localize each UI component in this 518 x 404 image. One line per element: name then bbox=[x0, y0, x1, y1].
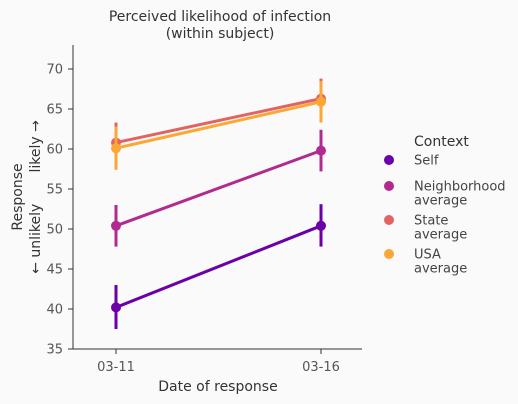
legend-label: average bbox=[414, 262, 467, 277]
legend: Context SelfNeighborhoodaverageStateaver… bbox=[384, 134, 506, 277]
series-line bbox=[115, 149, 322, 228]
y-tick-label: 65 bbox=[46, 103, 63, 118]
series-state-average bbox=[111, 78, 326, 163]
series-line bbox=[115, 97, 322, 145]
y-axis-label-line-1: Response bbox=[10, 163, 26, 230]
legend-title: Context bbox=[414, 134, 469, 150]
y-ticks: 35 40 45 50 55 60 65 70 bbox=[46, 63, 73, 358]
series-layer bbox=[111, 78, 326, 329]
axes bbox=[72, 45, 362, 350]
data-point bbox=[316, 220, 326, 231]
y-tick-label: 45 bbox=[46, 263, 63, 278]
y-tick-label: 60 bbox=[46, 143, 63, 158]
series-line bbox=[115, 224, 322, 309]
legend-label: Self bbox=[414, 154, 439, 169]
data-point bbox=[111, 220, 121, 231]
series-usa-average bbox=[111, 81, 326, 170]
data-point bbox=[111, 302, 121, 313]
x-tick-label: 03-16 bbox=[302, 360, 340, 375]
legend-entry: Self bbox=[384, 154, 439, 169]
legend-marker bbox=[384, 155, 394, 165]
x-axis-label: Date of response bbox=[158, 379, 277, 395]
data-point bbox=[111, 143, 121, 154]
y-tick-label: 70 bbox=[46, 63, 63, 78]
y-tick-label: 50 bbox=[46, 223, 63, 238]
legend-label: State bbox=[414, 214, 448, 229]
y-tick-label: 40 bbox=[46, 303, 63, 318]
legend-label: Neighborhood bbox=[414, 180, 506, 195]
legend-label: average bbox=[414, 194, 467, 209]
data-point bbox=[316, 145, 326, 156]
series-line bbox=[115, 100, 322, 150]
y-axis-label-line-2: ← unlikely likely → bbox=[28, 120, 44, 274]
legend-marker bbox=[384, 249, 394, 259]
y-axis-label: Response ← unlikely likely → bbox=[10, 120, 44, 274]
chart-title: Perceived likelihood of infection (withi… bbox=[109, 9, 331, 42]
legend-marker bbox=[384, 181, 394, 191]
series-neighborhood-average bbox=[111, 129, 326, 247]
legend-marker bbox=[384, 215, 394, 225]
series-self bbox=[111, 204, 326, 329]
legend-label: average bbox=[414, 228, 467, 243]
chart-title-line-2: (within subject) bbox=[166, 26, 275, 42]
x-ticks: 03-11 03-16 bbox=[97, 349, 340, 375]
y-tick-label: 35 bbox=[46, 343, 63, 358]
y-tick-label: 55 bbox=[46, 183, 63, 198]
legend-label: USA bbox=[414, 248, 441, 263]
x-tick-label: 03-11 bbox=[97, 360, 135, 375]
chart-title-line-1: Perceived likelihood of infection bbox=[109, 9, 331, 25]
data-point bbox=[316, 96, 326, 107]
